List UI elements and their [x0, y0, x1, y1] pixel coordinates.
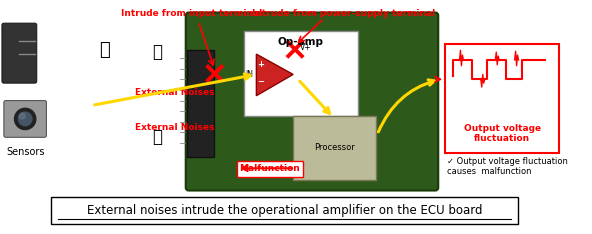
Text: Intrude from input terminal: Intrude from input terminal [121, 9, 262, 18]
Polygon shape [256, 54, 293, 96]
Text: 📱: 📱 [152, 128, 162, 146]
Text: V+: V+ [300, 43, 311, 52]
Bar [237, 161, 303, 177]
Text: Malfunction: Malfunction [240, 164, 300, 173]
FancyBboxPatch shape [52, 197, 517, 224]
Text: ✓ Output voltage fluctuation
causes  malfunction: ✓ Output voltage fluctuation causes malf… [447, 157, 568, 176]
Circle shape [18, 112, 32, 126]
Circle shape [15, 108, 36, 130]
Text: 🛰: 🛰 [99, 41, 110, 59]
Text: Processor: Processor [314, 143, 355, 153]
FancyBboxPatch shape [4, 101, 46, 137]
Bar [186, 50, 214, 157]
Text: External Noises: External Noises [136, 123, 215, 132]
Bar [244, 31, 358, 116]
Text: Output voltage
fluctuation: Output voltage fluctuation [464, 124, 540, 143]
FancyBboxPatch shape [186, 13, 438, 190]
Bar [445, 44, 559, 153]
Circle shape [20, 113, 25, 119]
Text: −: − [257, 77, 263, 86]
FancyBboxPatch shape [293, 116, 377, 180]
Text: Sensors: Sensors [6, 147, 44, 157]
FancyBboxPatch shape [2, 23, 37, 83]
Text: 📶: 📶 [152, 43, 162, 61]
Text: +: + [257, 60, 263, 69]
Text: Intrude from power-supply terminal: Intrude from power-supply terminal [252, 9, 435, 18]
Text: External noises intrude the operational amplifier on the ECU board: External noises intrude the operational … [86, 204, 482, 217]
Text: External Noises: External Noises [136, 88, 215, 97]
Text: Op-amp: Op-amp [278, 37, 324, 47]
Text: IN: IN [246, 70, 254, 79]
